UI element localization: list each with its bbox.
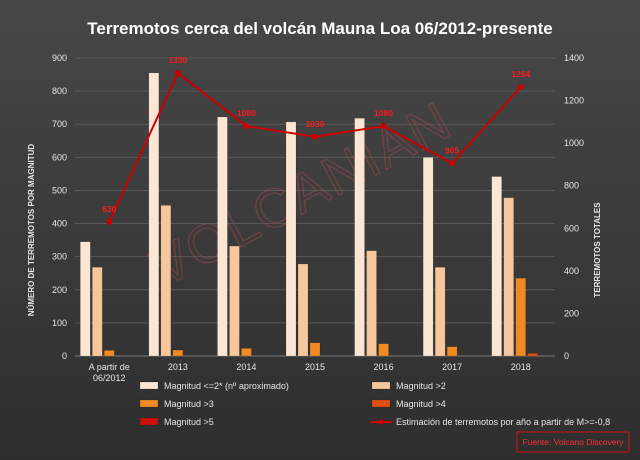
y-tick-label: 200 xyxy=(52,285,67,295)
line-data-label: 630 xyxy=(102,204,116,214)
legend-label: Magnitud >4 xyxy=(396,399,446,409)
legend: Magnitud <=2* (nº aproximado) Magnitud >2… xyxy=(139,381,610,427)
line-point xyxy=(174,69,181,76)
line-point xyxy=(449,160,456,167)
bar xyxy=(241,348,252,357)
tick-labels: 0 100 200 300 400 500 600 700 800 900 0 200 400 600 80… xyxy=(52,53,584,383)
y-tick-label: 500 xyxy=(52,185,67,195)
bar xyxy=(217,116,228,357)
x-tick-label: 2014 xyxy=(236,362,256,372)
line-point xyxy=(517,83,524,90)
bar xyxy=(366,250,377,357)
bar xyxy=(92,267,103,357)
legend-swatch xyxy=(371,381,391,390)
y2-tick-label: 800 xyxy=(564,181,579,191)
line-data-label: 1080 xyxy=(374,108,393,118)
legend-swatch xyxy=(139,399,159,408)
y-tick-label: 0 xyxy=(62,351,67,361)
line-data-label: 1330 xyxy=(168,55,187,65)
y-tick-label: 600 xyxy=(52,152,67,162)
bar xyxy=(503,197,514,357)
y2-tick-label: 1000 xyxy=(564,138,584,148)
bar xyxy=(491,176,502,357)
bar xyxy=(515,277,526,357)
y-tick-label: 700 xyxy=(52,119,67,129)
legend-swatch xyxy=(139,417,159,426)
legend-marker xyxy=(378,419,384,425)
x-tick-label: 2015 xyxy=(305,362,325,372)
y-tick-label: 400 xyxy=(52,219,67,229)
x-tick-label: A partir de xyxy=(89,362,130,372)
bar xyxy=(148,72,160,357)
y2-tick-label: 0 xyxy=(564,351,569,361)
bar xyxy=(172,349,184,357)
y-tick-label: 900 xyxy=(52,53,67,63)
source-text: Fuente: Volcano Discovery xyxy=(522,437,624,447)
legend-swatch xyxy=(139,381,159,390)
x-tick-label: 2018 xyxy=(511,362,531,372)
bar xyxy=(80,241,91,357)
line-point xyxy=(380,123,387,130)
line-layer: 630 1330 1080 1030 1080 905 1264 xyxy=(102,55,530,225)
bars-layer xyxy=(80,72,538,357)
bar xyxy=(297,263,309,357)
y2-tick-label: 1400 xyxy=(564,53,584,63)
x-tick-label: 2017 xyxy=(442,362,462,372)
y2-tick-label: 400 xyxy=(564,266,579,276)
y2-tick-label: 600 xyxy=(564,223,579,233)
bar xyxy=(422,157,434,357)
legend-label: Estimación de terremotos por año a parti… xyxy=(396,417,610,427)
source-box xyxy=(516,431,630,453)
line-data-label: 1030 xyxy=(306,119,325,129)
bar xyxy=(229,245,240,357)
x-tick-label: 2016 xyxy=(374,362,394,372)
line-data-label: 1264 xyxy=(511,69,530,79)
legend-label: Magnitud >5 xyxy=(164,417,214,427)
chart-title: Terremotos cerca del volcán Mauna Loa 06… xyxy=(87,19,553,38)
legend-label: Magnitud >2 xyxy=(396,381,446,391)
line-data-label: 1080 xyxy=(237,108,256,118)
bar xyxy=(378,343,389,357)
y2-tick-label: 1200 xyxy=(564,96,584,106)
line-point xyxy=(312,133,318,140)
x-tick-label: 2013 xyxy=(168,362,188,372)
legend-label: Magnitud <=2* (nº aproximado) xyxy=(164,381,289,391)
bar xyxy=(446,346,458,357)
y-axis-title: NÚMERO DE TERREMOTOS POR MAGNITUD xyxy=(27,144,36,317)
line-point xyxy=(106,218,113,225)
legend-label: Magnitud >3 xyxy=(164,399,214,409)
bar xyxy=(434,267,446,357)
bar xyxy=(104,350,115,357)
bar xyxy=(527,353,538,357)
bar xyxy=(354,118,365,357)
line-data-label: 905 xyxy=(445,145,459,155)
y2-tick-label: 200 xyxy=(564,308,579,318)
legend-swatch xyxy=(371,399,391,408)
y-tick-label: 300 xyxy=(52,252,67,262)
x-tick-label: 06/2012 xyxy=(93,373,126,383)
line-point xyxy=(243,123,250,130)
bar xyxy=(309,342,321,357)
bar xyxy=(160,205,172,357)
y-tick-label: 800 xyxy=(52,86,67,96)
y2-axis-title: TERREMOTOS TOTALES xyxy=(593,202,602,298)
y-tick-label: 100 xyxy=(52,318,67,328)
bar xyxy=(285,121,297,357)
